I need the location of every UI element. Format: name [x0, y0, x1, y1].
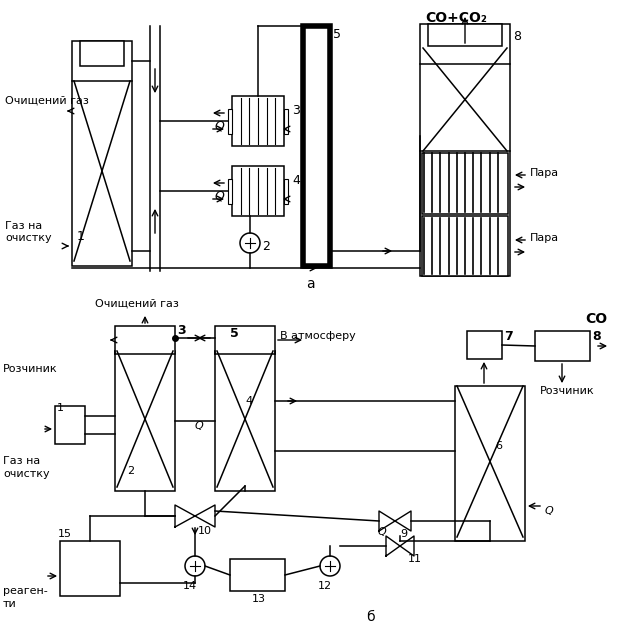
Bar — [303, 26, 330, 266]
Text: очистку: очистку — [3, 469, 50, 479]
Text: Q: Q — [214, 120, 224, 133]
Bar — [422, 153, 508, 214]
Bar — [55, 406, 85, 444]
Bar — [284, 178, 288, 203]
Text: 6: 6 — [495, 441, 502, 451]
Bar — [115, 351, 175, 491]
Text: ти: ти — [3, 599, 17, 609]
Text: реаген-: реаген- — [3, 586, 48, 596]
Text: Газ на: Газ на — [5, 221, 42, 231]
Text: 13: 13 — [252, 594, 266, 604]
Text: 8: 8 — [513, 29, 521, 43]
Bar — [420, 24, 510, 276]
Bar — [455, 386, 525, 541]
Text: 2: 2 — [262, 240, 270, 254]
Text: 8: 8 — [592, 329, 601, 342]
Text: 11: 11 — [408, 554, 422, 564]
Text: CO+CO₂: CO+CO₂ — [425, 11, 487, 25]
Bar — [215, 326, 275, 354]
Text: б: б — [366, 610, 374, 624]
Text: 1: 1 — [77, 230, 85, 242]
Text: 4: 4 — [292, 175, 300, 188]
Text: 2: 2 — [127, 466, 134, 476]
Text: 12: 12 — [318, 581, 332, 591]
Bar — [428, 24, 502, 46]
Text: 7: 7 — [504, 329, 512, 342]
Text: 10: 10 — [198, 526, 212, 536]
Text: 1: 1 — [57, 403, 64, 413]
Text: 5: 5 — [230, 327, 239, 340]
Text: а: а — [305, 277, 314, 291]
Text: Q: Q — [214, 190, 224, 202]
Text: Очищений газ: Очищений газ — [95, 299, 179, 309]
Text: 15: 15 — [58, 529, 72, 539]
Text: очистку: очистку — [5, 233, 51, 243]
Bar — [230, 559, 285, 591]
Text: Q: Q — [378, 527, 386, 537]
Text: 4: 4 — [245, 396, 252, 406]
Bar — [215, 351, 275, 491]
Bar — [80, 41, 124, 66]
Text: Розчиник: Розчиник — [3, 364, 58, 374]
Text: 5: 5 — [333, 28, 341, 41]
Bar — [60, 541, 120, 596]
Text: Q: Q — [194, 421, 203, 431]
Text: 14: 14 — [183, 581, 197, 591]
Bar — [228, 178, 232, 203]
Text: 3: 3 — [292, 105, 300, 118]
Bar — [422, 216, 508, 276]
Text: 9: 9 — [400, 529, 407, 539]
Bar — [232, 96, 284, 146]
Text: Очищений газ: Очищений газ — [5, 96, 89, 106]
Bar — [284, 108, 288, 133]
Text: Розчиник: Розчиник — [540, 386, 595, 396]
Bar — [228, 108, 232, 133]
Text: В атмосферу: В атмосферу — [280, 331, 356, 341]
Bar — [232, 166, 284, 216]
Bar — [535, 331, 590, 361]
Text: Пара: Пара — [530, 168, 559, 178]
Bar — [115, 326, 175, 354]
Text: Q: Q — [545, 506, 554, 516]
Bar — [467, 331, 502, 359]
Text: 3: 3 — [177, 324, 186, 337]
Text: CO: CO — [585, 312, 607, 326]
Text: Пара: Пара — [530, 233, 559, 243]
Bar — [72, 41, 132, 266]
Text: Газ на: Газ на — [3, 456, 41, 466]
